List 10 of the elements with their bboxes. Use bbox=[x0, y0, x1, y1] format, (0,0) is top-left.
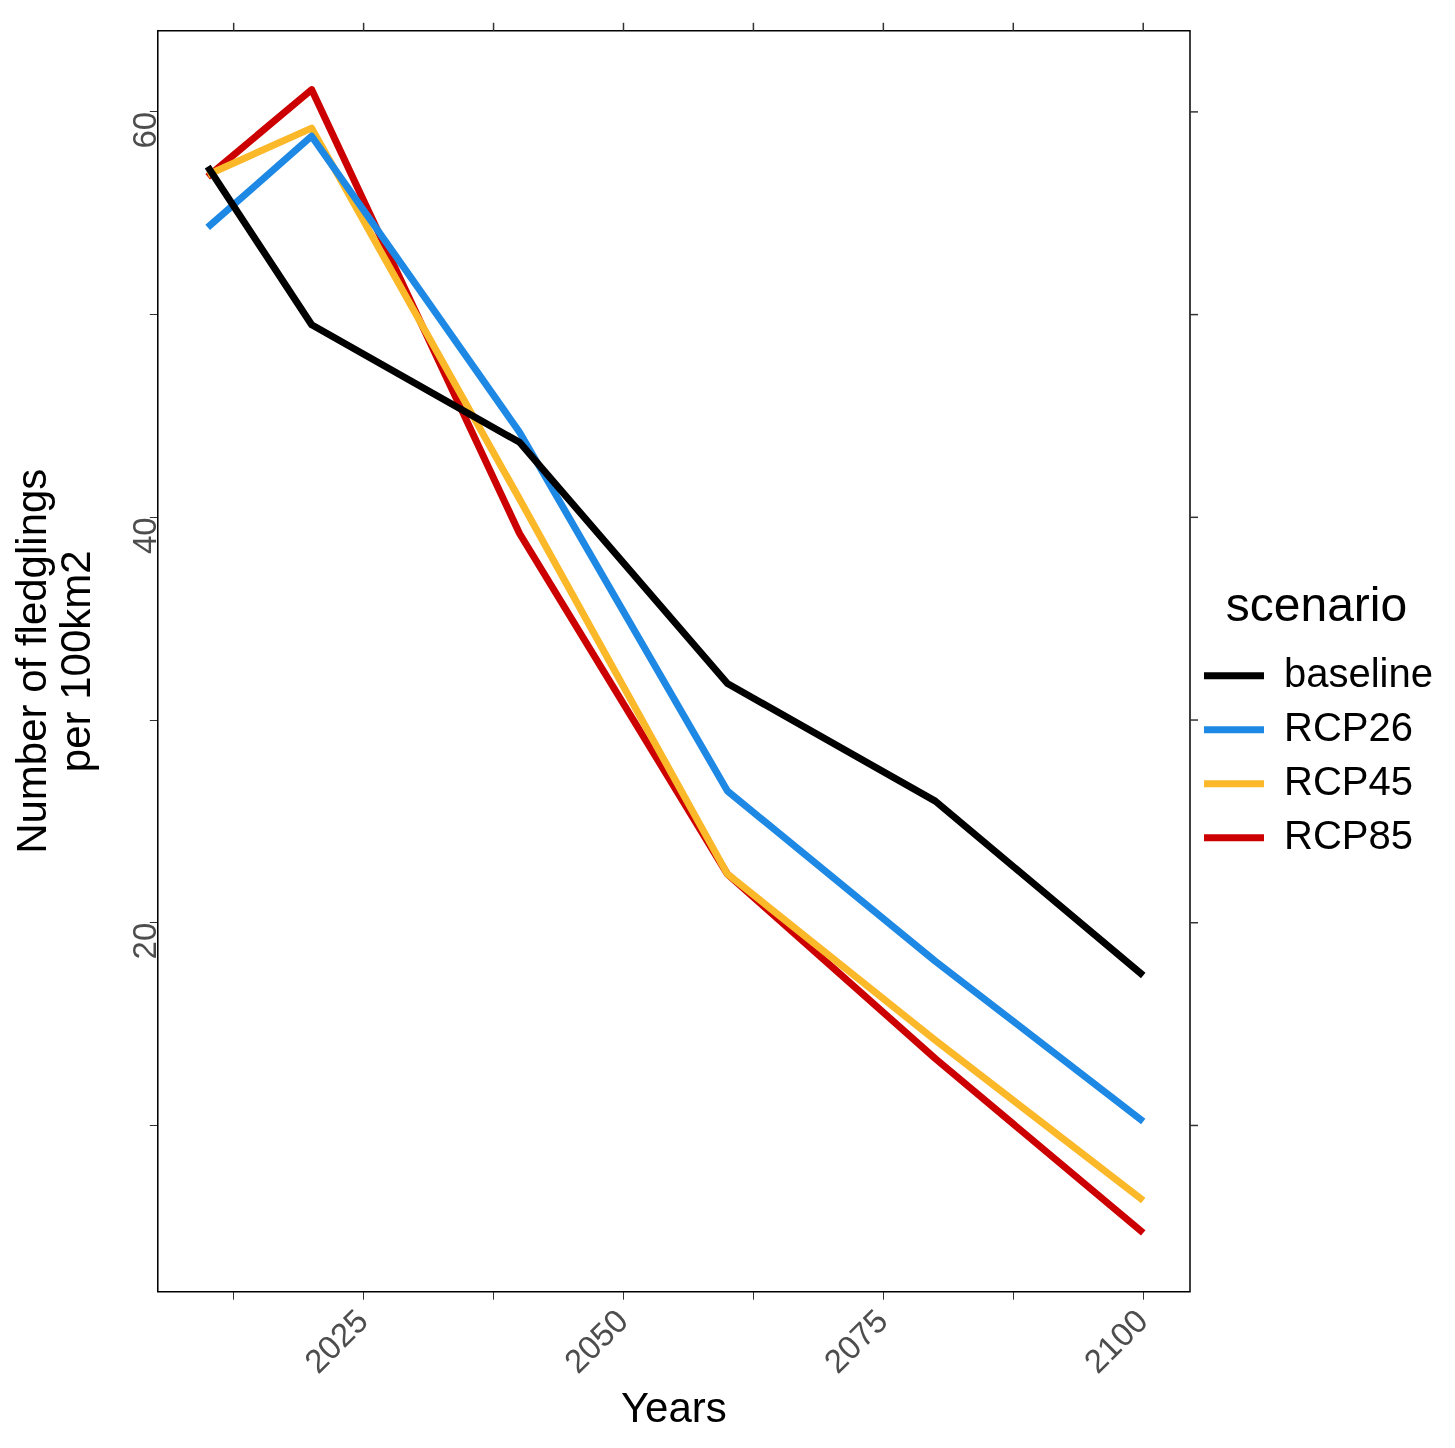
y-tick-label: 60 bbox=[125, 111, 163, 149]
y-axis-title: Number of fledglings per 100km2 bbox=[7, 468, 99, 854]
legend-label: RCP45 bbox=[1284, 758, 1413, 803]
legend-label: baseline bbox=[1284, 650, 1434, 695]
y-tick-label: 20 bbox=[125, 922, 163, 960]
legend-title: scenario bbox=[1225, 578, 1408, 632]
y-tick-label: 40 bbox=[125, 517, 163, 555]
legend-label: RCP85 bbox=[1284, 812, 1413, 857]
legend-label: RCP26 bbox=[1284, 704, 1413, 749]
x-axis-title: Years bbox=[620, 1384, 727, 1432]
